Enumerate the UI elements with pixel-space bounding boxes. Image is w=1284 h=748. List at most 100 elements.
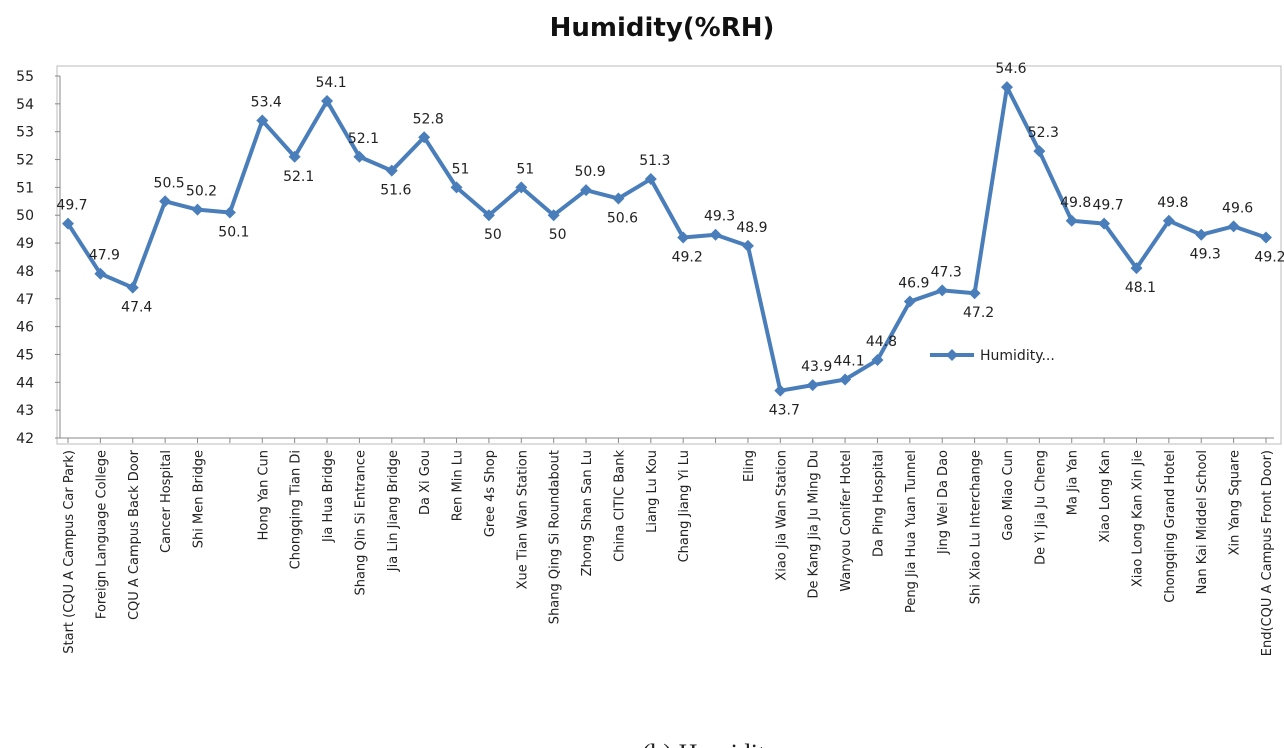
- marker: [450, 181, 463, 194]
- x-tick-label: Chongqing Grand Hotel: [1163, 450, 1178, 603]
- marker: [1130, 262, 1143, 275]
- data-label: 49.8: [1060, 195, 1091, 211]
- x-tick-label: Zhong Shan San Lu: [580, 450, 595, 576]
- marker: [580, 184, 593, 197]
- marker: [1162, 214, 1175, 227]
- x-tick-label: Xiao Jia Wan Station: [774, 450, 789, 581]
- x-tick-label: Cancer Hospital: [159, 450, 174, 553]
- x-tick-label: Jing Wei Da Dao: [936, 450, 951, 555]
- x-tick-label: Shi Men Bridge: [192, 450, 207, 548]
- data-label: 47.2: [963, 305, 994, 321]
- x-tick-label: China CITIC Bank: [612, 450, 627, 562]
- marker: [1033, 145, 1046, 158]
- chart-title: Humidity(%RH): [550, 13, 775, 43]
- data-label: 51.3: [639, 153, 670, 169]
- marker: [741, 239, 754, 252]
- marker: [1098, 217, 1111, 230]
- x-tick-label: Da Ping Hospital: [871, 450, 886, 557]
- x-tick-label: Ren Min Lu: [451, 450, 466, 521]
- x-tick-label: Gree 4s Shop: [483, 450, 498, 537]
- marker: [968, 287, 981, 300]
- y-tick-label: 49: [16, 236, 34, 252]
- data-label: 49.2: [1254, 250, 1284, 266]
- x-tick-label: Gao Miao Cun: [1001, 450, 1016, 541]
- x-tick-label: Chang Jiang Yi Lu: [677, 450, 692, 562]
- x-tick-label: Jia Lin Jiang Bridge: [386, 450, 401, 572]
- y-tick-label: 42: [16, 431, 34, 447]
- data-label: 47.3: [931, 264, 962, 280]
- plot-frame: [56, 65, 1282, 445]
- marker: [288, 150, 301, 163]
- y-tick-label: 55: [16, 69, 34, 85]
- data-label: 54.1: [315, 75, 346, 91]
- marker: [547, 209, 560, 222]
- data-label: 49.7: [1093, 198, 1124, 214]
- data-label: 54.6: [995, 61, 1026, 77]
- y-tick-label: 54: [16, 97, 34, 113]
- data-label: 48.9: [736, 220, 767, 236]
- y-tick-label: 50: [16, 208, 34, 224]
- x-tick-label: Shang Qin Si Entrance: [353, 450, 368, 596]
- marker: [256, 114, 269, 127]
- line: [66, 85, 1267, 393]
- x-tick-label: Chongqing Tian Di: [289, 450, 304, 569]
- x-tick-label: Xin Yang Square: [1228, 450, 1243, 555]
- y-tick-label: 45: [16, 347, 34, 363]
- data-label: 49.3: [704, 209, 735, 225]
- x-tick-label: Eling: [742, 450, 757, 482]
- legend-marker: [946, 349, 958, 361]
- data-label: 49.7: [56, 198, 87, 214]
- marker: [806, 379, 819, 392]
- marker: [94, 267, 107, 280]
- x-tick-label: Nan Kai Middel School: [1195, 450, 1210, 594]
- data-label: 49.8: [1157, 195, 1188, 211]
- x-tick-label: Da Xi Gou: [418, 450, 433, 515]
- data-label: 51: [516, 161, 534, 177]
- y-tick-label: 46: [16, 320, 34, 336]
- x-tick-label: Start (CQU A Campus Car Park): [62, 450, 77, 654]
- data-label: 52.3: [1028, 125, 1059, 141]
- marker: [677, 231, 690, 244]
- marker: [126, 281, 139, 294]
- x-tick-label: CQU A Campus Back Door: [127, 449, 142, 620]
- data-label: 46.9: [898, 276, 929, 292]
- data-label: 50.1: [218, 224, 249, 240]
- data-label: 50.2: [186, 184, 217, 200]
- data-label: 51: [452, 161, 470, 177]
- marker: [1000, 81, 1013, 94]
- data-label: 49.6: [1222, 200, 1253, 216]
- data-label: 51.6: [380, 183, 411, 199]
- data-label: 53.4: [251, 95, 282, 111]
- x-tick-label: Xiao Long Kan Xin Jie: [1130, 450, 1145, 587]
- marker: [385, 164, 398, 177]
- marker: [1195, 228, 1208, 241]
- x-tick-label: Liang Lu Kou: [645, 450, 660, 533]
- y-tick-label: 44: [16, 375, 34, 391]
- data-label: 47.9: [89, 248, 120, 264]
- data-label: 44.1: [833, 354, 864, 370]
- y-tick-label: 53: [16, 125, 34, 141]
- x-tick-label: Foreign Language College: [94, 450, 109, 619]
- marker: [1227, 220, 1240, 233]
- marker: [482, 209, 495, 222]
- marker: [159, 195, 172, 208]
- marker: [903, 295, 916, 308]
- x-tick-label: Shi Xiao Lu Interchange: [969, 450, 984, 604]
- data-label: 48.1: [1125, 280, 1156, 296]
- y-tick-label: 51: [16, 180, 34, 196]
- data-label: 52.8: [413, 111, 444, 127]
- marker: [191, 203, 204, 216]
- x-tick-label: Peng Jia Hua Yuan Tunnel: [904, 450, 919, 613]
- x-tick-label: Hong Yan Cun: [256, 450, 271, 540]
- data-label: 49.3: [1190, 247, 1221, 263]
- legend-label: Humidity...: [980, 348, 1055, 364]
- marker: [936, 284, 949, 297]
- marker: [62, 217, 74, 230]
- marker: [1260, 231, 1272, 244]
- caption: (b) Humidity: [642, 739, 779, 748]
- marker: [418, 131, 431, 144]
- data-label: 50: [484, 227, 502, 243]
- x-tick-label: Jia Hua Bridge: [321, 450, 336, 543]
- data-label: 50.5: [154, 175, 185, 191]
